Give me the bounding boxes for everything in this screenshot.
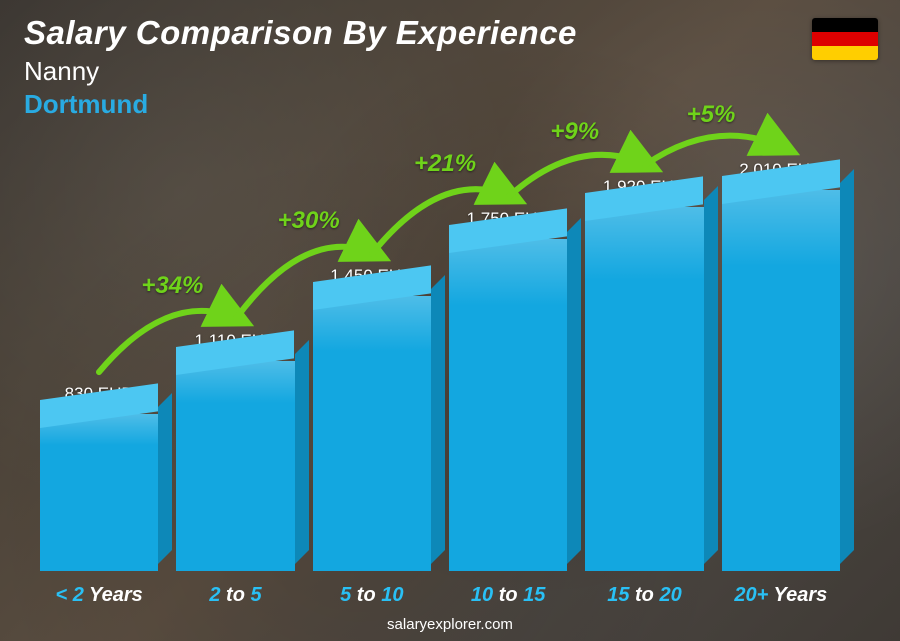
bar-side-face <box>840 169 854 564</box>
bar-0: 830 EUR <box>40 384 158 571</box>
growth-arc-label-3: +9% <box>550 118 599 146</box>
bar-front <box>449 239 567 571</box>
bar-side-face <box>158 393 172 564</box>
bar-2: 1,450 EUR <box>313 266 431 571</box>
chart-title: Salary Comparison By Experience <box>24 14 876 52</box>
x-label-0: < 2 Years <box>40 584 158 607</box>
bar-4: 1,920 EUR <box>585 177 703 571</box>
bar-side-face <box>704 186 718 564</box>
flag-germany <box>812 18 878 60</box>
bar-front <box>40 414 158 571</box>
x-label-4: 15 to 20 <box>585 584 703 607</box>
bar-body <box>313 296 431 571</box>
infographic-stage: Salary Comparison By Experience Nanny Do… <box>0 0 900 641</box>
bar-5: 2,010 EUR <box>722 160 840 571</box>
x-label-1: 2 to 5 <box>176 584 294 607</box>
bar-body <box>585 207 703 571</box>
footer-attribution: salaryexplorer.com <box>0 616 900 633</box>
flag-stripe-2 <box>812 32 878 46</box>
subtitle-location: Dortmund <box>24 89 876 120</box>
bar-front <box>176 361 294 571</box>
flag-stripe-3 <box>812 46 878 60</box>
bar-front <box>722 190 840 571</box>
growth-arc-label-4: +5% <box>687 101 736 129</box>
bar-side-face <box>431 275 445 564</box>
bar-body <box>40 414 158 571</box>
bar-body <box>449 239 567 571</box>
bar-front <box>585 207 703 571</box>
bar-1: 1,110 EUR <box>176 331 294 571</box>
bar-chart: 830 EUR1,110 EUR1,450 EUR1,750 EUR1,920 … <box>40 150 840 571</box>
subtitle-job: Nanny <box>24 56 876 87</box>
flag-stripe-1 <box>812 18 878 32</box>
header: Salary Comparison By Experience Nanny Do… <box>24 14 876 120</box>
x-label-3: 10 to 15 <box>449 584 567 607</box>
growth-arc-label-1: +30% <box>278 207 340 235</box>
bar-body <box>176 361 294 571</box>
bar-side-face <box>295 340 309 564</box>
growth-arc-label-2: +21% <box>414 150 476 178</box>
bar-side-face <box>567 218 581 564</box>
bar-front <box>313 296 431 571</box>
bar-3: 1,750 EUR <box>449 209 567 571</box>
x-axis: < 2 Years 2 to 5 5 to 10 10 to 15 15 to 20 20… <box>40 584 840 607</box>
growth-arc-label-0: +34% <box>141 272 203 300</box>
x-label-5: 20+ Years <box>722 584 840 607</box>
x-label-2: 5 to 10 <box>313 584 431 607</box>
bar-body <box>722 190 840 571</box>
